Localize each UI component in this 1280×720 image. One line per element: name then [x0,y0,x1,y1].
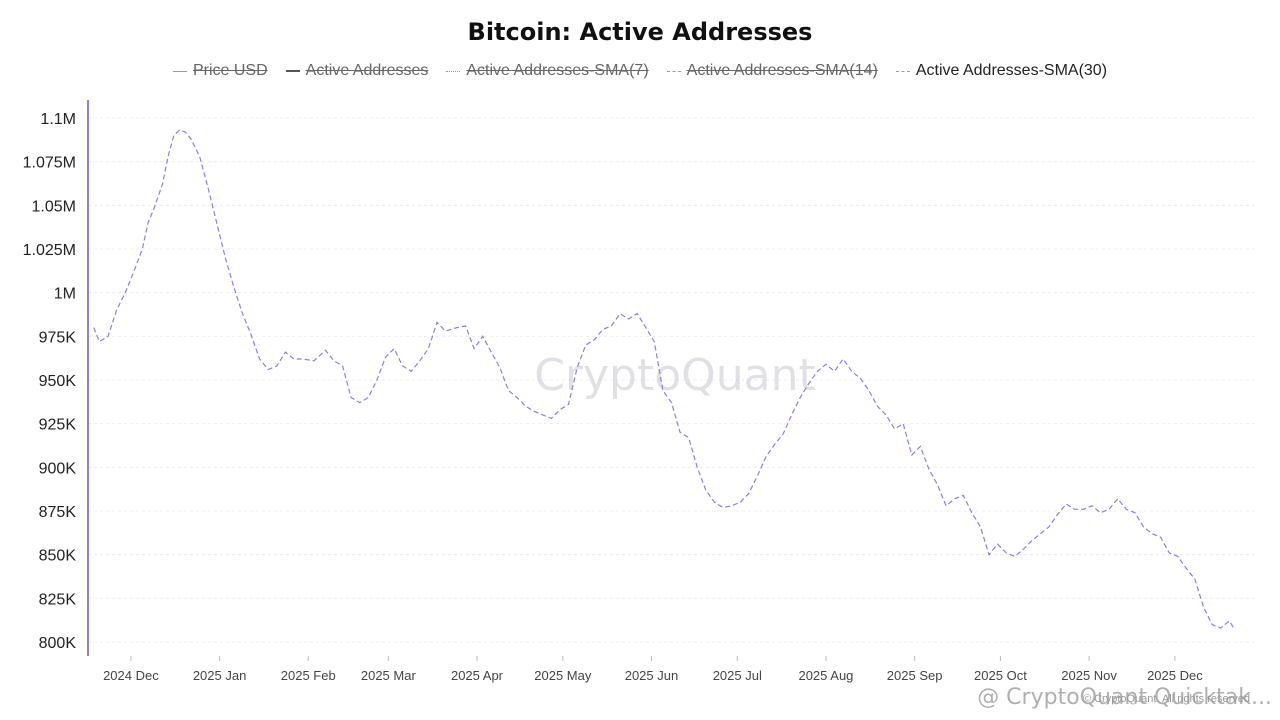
x-tick-label: 2025 Oct [974,668,1027,683]
legend-item-price-usd[interactable]: Price USD [172,62,268,80]
legend-item-sma-7[interactable]: Active Addresses-SMA(7) [446,62,649,80]
legend-label-sma-14: Active Addresses-SMA(14) [686,62,878,79]
x-axis-tick-labels: 2024 Dec 2025 Jan 2025 Feb 2025 Mar 2025 Apr… [103,656,1203,683]
x-tick-label: 2025 Mar [361,668,417,683]
x-tick-label: 2024 Dec [103,668,159,683]
x-tick-label: 2025 May [534,668,592,683]
series-layer [93,129,1236,631]
y-tick-label: 1.025M [23,242,76,259]
legend-item-sma-30[interactable]: Active Addresses-SMA(30) [895,62,1108,80]
y-tick-label: 825K [39,591,77,608]
y-tick-label: 1.1M [40,111,76,128]
legend-swatch-sma-14 [666,70,681,72]
y-tick-label: 875K [39,504,77,521]
y-tick-label: 950K [39,373,77,390]
credit-text: @ CryptoQuant Quicktak... [977,685,1272,710]
x-tick-label: 2025 Jun [625,668,679,683]
copyright-text: © CryptoQuant. All rights reserved [1083,693,1250,705]
x-tick-label: 2025 Jan [193,668,247,683]
legend-swatch-price-usd [172,70,187,72]
x-tick-label: 2025 Jul [713,668,762,683]
x-tick-label: 2025 Dec [1147,668,1203,683]
x-tick-label: 2025 Sep [887,668,943,683]
legend-item-sma-14[interactable]: Active Addresses-SMA(14) [666,62,878,80]
x-tick-label: 2025 Aug [798,668,853,683]
y-tick-label: 975K [39,329,77,346]
y-tick-label: 925K [39,417,77,434]
legend-swatch-active-addresses [285,70,300,72]
y-tick-label: 900K [39,460,77,477]
legend-label-sma-30: Active Addresses-SMA(30) [915,62,1108,79]
watermark: CryptoQuant [534,350,816,401]
chart-legend: Price USD Active Addresses Active Addres… [0,62,1280,80]
legend-label-active-addresses: Active Addresses [305,62,429,79]
x-tick-label: 2025 Nov [1061,668,1117,683]
y-tick-label: 850K [39,548,77,565]
y-axis-tick-labels: 800K 825K 850K 875K 900K 925K 950K 975K 1M 1.025M… [23,111,77,652]
legend-item-active-addresses[interactable]: Active Addresses [285,62,429,80]
y-tick-label: 1M [54,286,76,303]
grid-lines [88,117,1255,643]
series-line-sma-30 [93,129,1236,631]
legend-swatch-sma-30 [895,70,910,72]
x-tick-label: 2025 Feb [281,668,336,683]
y-tick-label: 1.075M [23,155,76,172]
x-tick-label: 2025 Apr [451,668,504,683]
chart-title: Bitcoin: Active Addresses [467,18,813,46]
legend-label-sma-7: Active Addresses-SMA(7) [466,62,649,79]
legend-label-price-usd: Price USD [192,62,268,79]
legend-swatch-sma-7 [446,70,461,72]
y-tick-label: 1.05M [32,198,76,215]
y-tick-label: 800K [39,635,77,652]
